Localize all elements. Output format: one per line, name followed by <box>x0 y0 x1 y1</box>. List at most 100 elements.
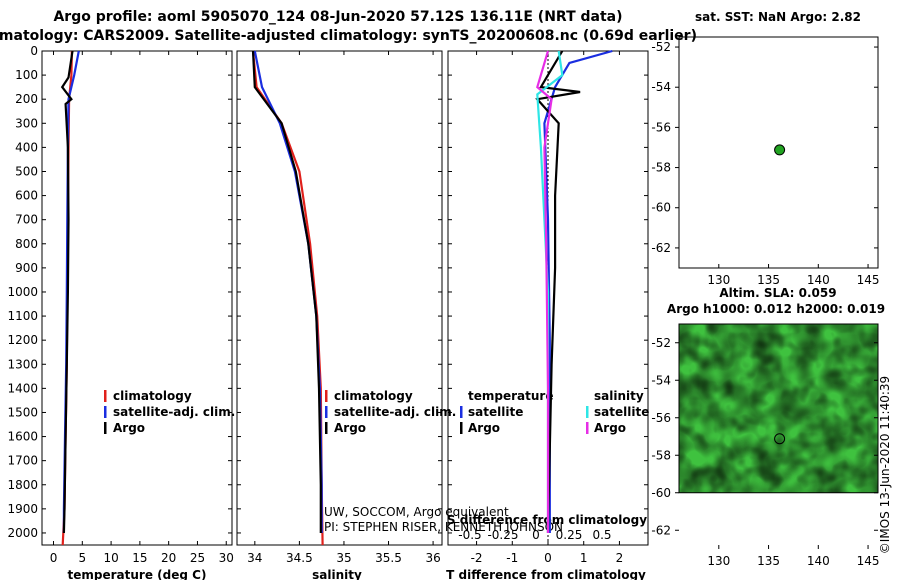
title-line-1: Argo profile: aoml 5905070_124 08-Jun-20… <box>53 9 622 25</box>
temperature-legend: climatology satellite-adj. clim. Argo <box>104 389 235 435</box>
difference-top-tick-label: -0.5 <box>458 528 481 542</box>
salinity-line-argo <box>251 50 322 533</box>
sst_map-y-tick-label: -56 <box>651 120 671 134</box>
t-difference-axis-label: T difference from climatology <box>446 568 646 580</box>
difference-line-t-argo <box>535 50 581 534</box>
depth-tick-label: 1100 <box>7 309 38 323</box>
temperature-line-argo <box>60 50 74 534</box>
depth-tick-label: 1200 <box>7 333 38 347</box>
sla_map-y-tick-label: -60 <box>651 486 671 500</box>
sst_map-x-tick-label: 145 <box>857 273 880 287</box>
depth-tick-label: 2000 <box>7 526 38 540</box>
depth-tick-label: 900 <box>15 261 38 275</box>
temperature-axis-label: temperature (deg C) <box>68 568 207 580</box>
depth-tick-label: 100 <box>15 68 38 82</box>
legend-swatch-argo <box>104 422 107 434</box>
salinity-x-tick-label: 35 <box>336 551 351 565</box>
legend-t-satellite: satellite <box>468 405 523 419</box>
sst_map-y-tick-label: -58 <box>651 161 671 175</box>
argo-position-marker <box>774 433 786 445</box>
sla-field-frame <box>678 323 879 494</box>
legend-salinity-title: salinity <box>594 389 644 403</box>
difference-x-tick-label: 2 <box>616 551 624 565</box>
sst_map-y-tick-label: -54 <box>651 80 671 94</box>
depth-tick-label: 700 <box>15 213 38 227</box>
sst_map-y-tick-label: -52 <box>651 40 671 54</box>
depth-tick-label: 1400 <box>7 381 38 395</box>
sla-field-low <box>679 324 878 493</box>
sla_map-y-tick-label: -52 <box>651 336 671 350</box>
temperature-panel: temperature (deg C) climatology satellit… <box>41 50 235 580</box>
depth-tick-label: 800 <box>15 237 38 251</box>
legend-swatch-climatology <box>325 390 328 402</box>
salinity-line-climatology <box>251 50 324 546</box>
sla_map-y-tick-label: -62 <box>651 523 671 537</box>
copyright-note: ©IMOS 13-Jun-2020 11:40:39 <box>878 376 892 554</box>
legend-temperature-title: temperature <box>468 389 553 403</box>
depth-tick-label: 500 <box>15 164 38 178</box>
sla_map-map: 130 135 140 145 -52 -54 -56 -58 -60 -62 <box>651 323 880 568</box>
salinity-line-satellite-adj-clim- <box>253 50 323 533</box>
legend-s-satellite: satellite <box>594 405 649 419</box>
sla_map-x-tick-label: 135 <box>757 554 780 568</box>
difference-x-tick-label: -2 <box>471 551 483 565</box>
salinity-x-tick-label: 34 <box>247 551 262 565</box>
temperature-x-tick-label: 25 <box>190 551 205 565</box>
temperature-x-tick-label: 15 <box>132 551 147 565</box>
legend-satellite-adj: satellite-adj. clim. <box>113 405 235 419</box>
depth-tick-label: 300 <box>15 116 38 130</box>
sla-map-panel: Altim. SLA: 0.059 Argo h1000: 0.012 h200… <box>667 286 885 316</box>
depth-tick-label: 1700 <box>7 454 38 468</box>
legend-climatology: climatology <box>334 389 413 403</box>
difference-series-group: -2 -1 0 1 2 -0.5 -0.25 0 0.25 0.5 <box>458 49 624 565</box>
depth-tick-label: 0 <box>30 44 38 58</box>
difference-top-tick-label: 0 <box>532 528 540 542</box>
salinity-x-tick-label: 34.5 <box>286 551 313 565</box>
depth-tick-label: 400 <box>15 140 38 154</box>
salinity-panel: salinity climatology satellite-adj. clim… <box>236 50 456 580</box>
legend-s-argo: Argo <box>594 421 626 435</box>
depth-tick-label: 200 <box>15 92 38 106</box>
sst_map-y-tick-label: -60 <box>651 201 671 215</box>
legend-swatch-t-argo <box>460 422 463 434</box>
sla-map-title-2: Argo h1000: 0.012 h2000: 0.019 <box>667 302 885 316</box>
difference-x-tick-label: 0 <box>544 551 552 565</box>
sla_map-x-tick-label: 140 <box>807 554 830 568</box>
pi-note: PI: STEPHEN RISER, KENNETH JOHNSON <box>324 520 563 534</box>
legend-swatch-s-satellite <box>586 406 589 418</box>
sla_map-y-tick-label: -54 <box>651 373 671 387</box>
sst_map-map: 130 135 140 145 -52 -54 -56 -58 -60 -62 <box>651 36 880 287</box>
depth-tick-label: 1300 <box>7 357 38 371</box>
map-frame <box>678 36 879 269</box>
project-note: UW, SOCCOM, Argo equivalent <box>324 505 509 519</box>
sla-map-title-1: Altim. SLA: 0.059 <box>719 286 836 300</box>
difference-line-s-argo <box>536 50 553 533</box>
temperature-x-tick-label: 0 <box>50 551 58 565</box>
difference-legend: temperature satellite Argo salinity sate… <box>460 389 649 435</box>
depth-tick-label: 1600 <box>7 430 38 444</box>
sst_map-x-tick-label: 140 <box>807 273 830 287</box>
sst_map-y-tick-label: -62 <box>651 241 671 255</box>
temperature-series-group: 0 5 10 15 20 25 30 <box>50 50 234 565</box>
salinity-legend: climatology satellite-adj. clim. Argo <box>325 389 456 435</box>
argo-position-marker <box>774 144 786 156</box>
temperature-plot-frame <box>41 50 233 546</box>
sla_map-x-tick-label: 130 <box>707 554 730 568</box>
difference-top-tick-label: -0.25 <box>487 528 518 542</box>
depth-tick-label: 1000 <box>7 285 38 299</box>
salinity-x-tick-label: 35.5 <box>375 551 402 565</box>
sla_map-y-tick-label: -58 <box>651 448 671 462</box>
difference-x-tick-label: 1 <box>580 551 588 565</box>
legend-swatch-satellite <box>325 406 328 418</box>
depth-tick-label: 1500 <box>7 405 38 419</box>
depth-tick-label: 1800 <box>7 478 38 492</box>
difference-top-tick-label: 0.25 <box>556 528 583 542</box>
legend-swatch-argo <box>325 422 328 434</box>
depth-tick-label: 1900 <box>7 502 38 516</box>
legend-swatch-t-satellite <box>460 406 463 418</box>
legend-argo: Argo <box>334 421 366 435</box>
legend-argo: Argo <box>113 421 145 435</box>
sst-map-title: sat. SST: NaN Argo: 2.82 <box>695 10 861 24</box>
title-line-2: Climatology: CARS2009. Satellite-adjuste… <box>0 28 697 44</box>
